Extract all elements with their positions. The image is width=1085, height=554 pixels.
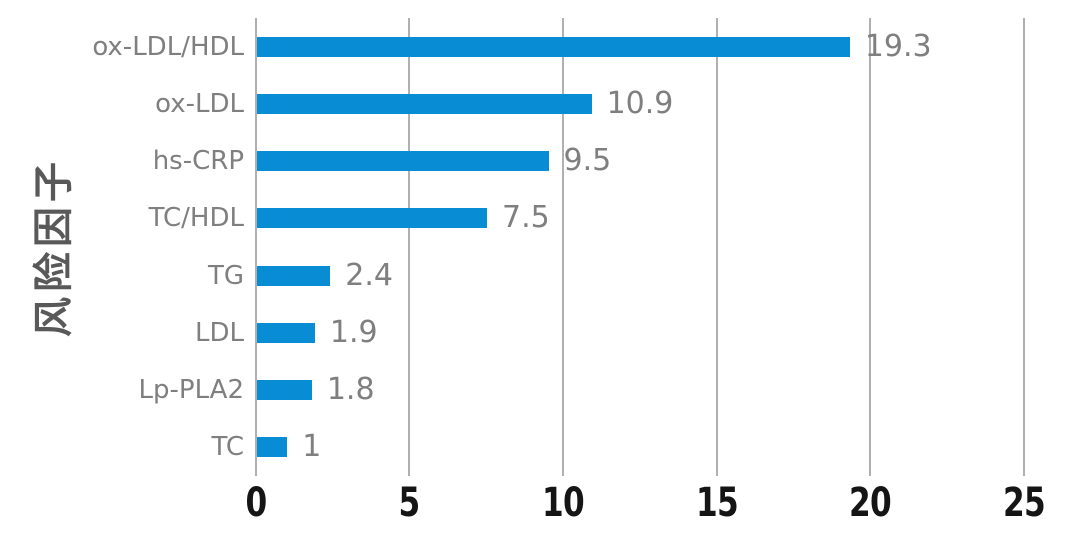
bar-ox-LDL [256, 93, 592, 114]
gridline-x-15 [715, 18, 718, 476]
value-label-TC: 1 [302, 429, 322, 465]
category-label-LDL: LDL [195, 317, 244, 348]
category-label-TC: TC [211, 432, 244, 463]
x-tick-label-15: 15 [695, 480, 739, 526]
bar-TG [256, 265, 331, 286]
value-label-ox-LDL/HDL: 19.3 [864, 28, 932, 64]
category-label-Lp-PLA2: Lp-PLA2 [138, 375, 244, 406]
x-tick-label-5: 5 [398, 480, 421, 526]
x-tick-label-10: 10 [541, 480, 585, 526]
gridline-x-25 [1023, 18, 1025, 476]
bar-ox-LDL/HDL [256, 36, 850, 57]
value-label-LDL: 1.9 [329, 314, 378, 350]
x-tick-label-0: 0 [245, 480, 267, 526]
bar-hs-CRP [256, 151, 549, 172]
value-label-TG: 2.4 [345, 257, 393, 293]
bar-TC [256, 437, 288, 458]
category-label-ox-LDL/HDL: ox-LDL/HDL [92, 31, 244, 62]
value-label-hs-CRP: 9.5 [563, 143, 612, 179]
value-label-TC/HDL: 7.5 [502, 200, 550, 236]
bar-Lp-PLA2 [256, 380, 312, 401]
value-label-Lp-PLA2: 1.8 [326, 372, 375, 408]
y-axis-title: 风险因子 [31, 157, 77, 337]
value-label-ox-LDL: 10.9 [606, 85, 674, 121]
category-label-hs-CRP: hs-CRP [152, 146, 244, 177]
x-tick-label-20: 20 [849, 480, 892, 526]
category-label-ox-LDL: ox-LDL [155, 88, 244, 119]
gridline-x-20 [869, 18, 872, 476]
category-label-TG: TG [207, 260, 244, 291]
gridline-x-5 [408, 18, 411, 476]
gridline-x-10 [561, 18, 564, 476]
category-label-TC/HDL: TC/HDL [148, 203, 244, 234]
x-tick-label-25: 25 [1003, 480, 1046, 526]
bar-TC/HDL [256, 208, 488, 229]
y-axis-line [254, 18, 257, 476]
bar-LDL [256, 322, 315, 343]
